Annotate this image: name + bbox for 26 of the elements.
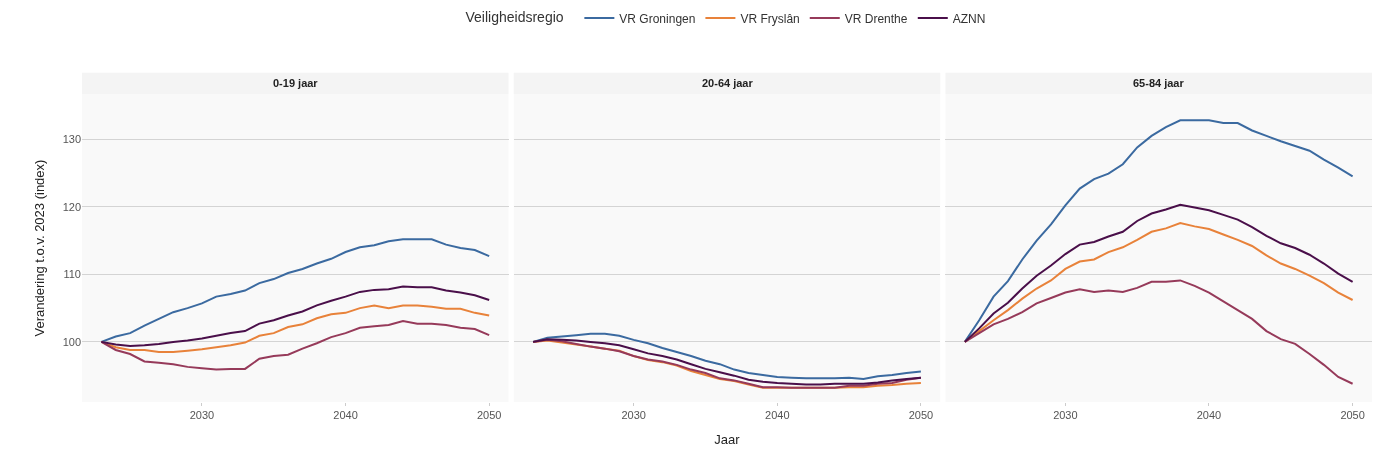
chart-title: 65-84 jaar [1133, 77, 1185, 89]
x-tick-label: 2030 [189, 409, 215, 422]
legend-label: VR Fryslân [740, 11, 800, 26]
y-tick-label: 120 [62, 200, 81, 213]
legend-label: VR Groningen [619, 11, 696, 26]
y-axis-title: Verandering t.o.v. 2023 (index) [31, 159, 47, 337]
legend-title: Veiligheidsregio [465, 8, 572, 25]
x-tick-label: 2030 [1053, 409, 1078, 422]
x-tick-label: 2040 [765, 409, 790, 422]
legend-label: AZNN [952, 11, 986, 26]
line-series [100, 319, 491, 371]
legend-label: VR Drenthe [844, 11, 908, 26]
y-tick-label: 100 [62, 335, 81, 348]
y-tick-label: 110 [63, 268, 81, 281]
x-axis-title: Jaar [714, 431, 741, 447]
chart-title: 20-64 jaar [702, 77, 754, 89]
x-tick-label: 2050 [476, 409, 502, 422]
x-tick-label: 2030 [621, 409, 646, 422]
y-tick-label: 130 [62, 133, 81, 146]
x-tick-label: 2040 [333, 409, 358, 422]
x-tick-label: 2050 [1340, 409, 1365, 422]
line-series [100, 285, 491, 347]
x-tick-label: 2050 [908, 409, 934, 422]
x-tick-label: 2040 [1196, 409, 1222, 422]
chart-title: 0-19 jaar [273, 77, 319, 89]
line-series [100, 238, 491, 343]
